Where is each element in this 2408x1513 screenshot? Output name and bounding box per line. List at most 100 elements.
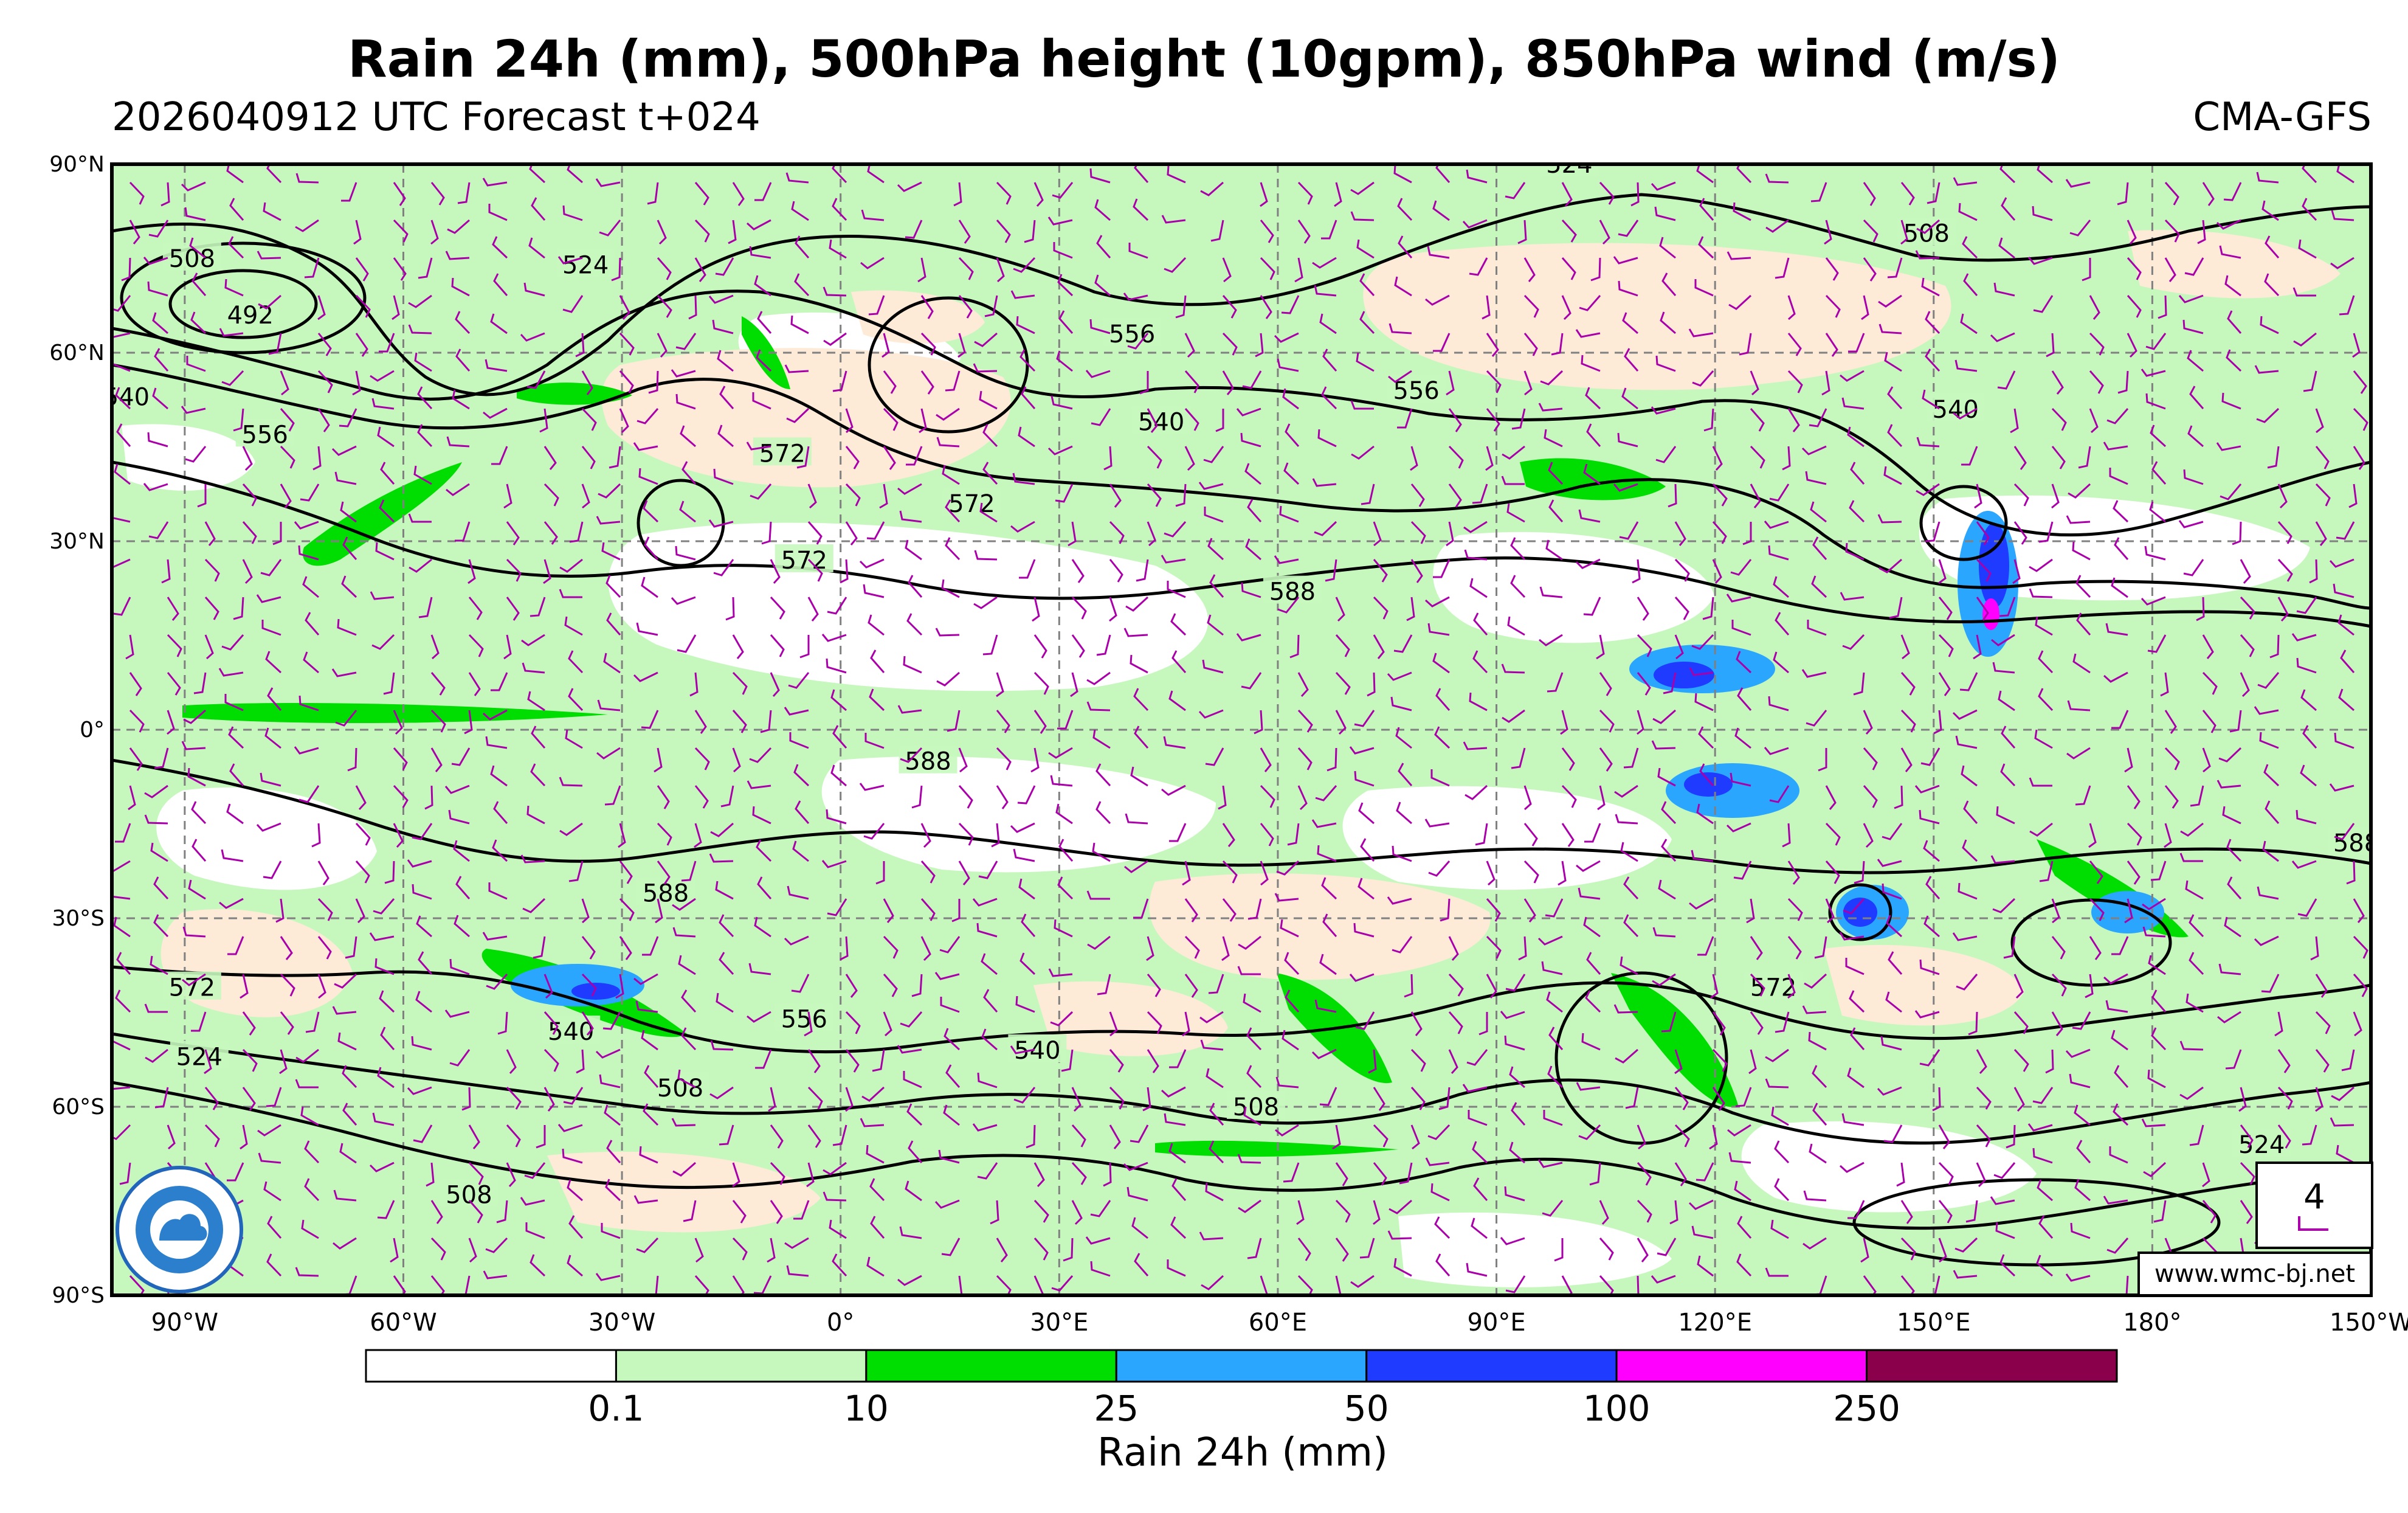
wind-barb [1505,182,1526,199]
wind-barb [280,445,295,469]
wind-barb [2051,1011,2063,1036]
wind-barb [1387,671,1412,681]
wind-barb [1241,582,1261,598]
wind-barb [900,1011,923,1028]
contour-label-bg [942,488,1001,516]
wind-barb [1585,387,1601,410]
wind-barb [827,898,847,916]
wind-barb [791,974,810,993]
wind-barb [1923,840,1940,862]
wind-barb [2127,220,2137,245]
wind-barb [1615,814,1638,825]
wind-barb [2013,1087,2025,1112]
wind-barb [1171,1178,1187,1201]
wind-barb [559,777,583,787]
wind-barb [1109,521,1125,544]
wind-barb [644,1065,659,1088]
wind-barb [1319,954,1337,975]
wind-barb [468,1200,483,1224]
wind-barb [603,653,621,674]
wind-barb [522,898,546,913]
wind-barb [1260,220,1274,243]
wind-barb [1697,936,1714,956]
wind-barb [768,1087,776,1112]
wind-barb [1658,879,1676,900]
wind-barb [2353,446,2365,470]
wind-barb [654,747,663,773]
wind-barb [883,407,899,431]
wind-barb [2145,393,2166,410]
wind-barb [1860,1238,1869,1263]
wind-barb [197,484,207,508]
wind-barb [1070,672,1078,698]
wind-barb [2315,1011,2331,1034]
wind-barb [1468,1110,1488,1126]
wind-barb [1900,220,1908,245]
wind-barb [1545,898,1564,918]
wind-barb [1200,181,1224,196]
wind-barb [342,1103,357,1126]
wind-barb [1170,1216,1187,1239]
wind-barb [657,860,671,885]
wind-barb [2127,822,2142,846]
wind-barb [2164,785,2179,809]
wind-barb [1538,403,1563,412]
wind-barb [1168,1143,1186,1164]
wind-barb [242,1087,256,1111]
wind-barb [1021,386,1036,409]
wind-barb [709,1086,734,1099]
wind-barb [2257,672,2280,689]
wind-barb [1736,1253,1752,1277]
wind-barb [2001,725,2016,749]
wind-barb [754,916,771,938]
wind-barb [112,1086,131,1090]
wind-barb [633,973,658,985]
wind-barb [1968,1011,1978,1036]
wind-barb [144,784,168,798]
wind-barb [1134,164,1149,183]
wind-barb [732,710,747,733]
wind-barb [633,442,658,451]
wind-barb [1954,1237,1978,1253]
wind-barb [1358,802,1375,825]
wind-barb [189,237,206,259]
wind-barb [204,1124,220,1148]
wind-barb [1712,521,1727,544]
wind-barb [145,1048,168,1063]
wind-barb [911,974,923,997]
wind-barb [958,822,974,846]
wind-barb [2065,1048,2091,1058]
wind-barb [1544,429,1563,448]
wind-barb [300,1106,319,1126]
wind-barb [204,558,220,582]
wind-barb [806,1162,815,1188]
wind-barb [342,1065,357,1089]
wind-barb [2254,365,2279,374]
wind-barb [748,963,771,975]
wind-barb [317,860,329,885]
wind-barb [866,1144,885,1164]
wind-barb [1287,823,1300,846]
wind-barb [1425,294,1450,306]
wind-barb [900,747,923,763]
wind-barb [1710,974,1719,999]
wind-barb [1297,672,1309,698]
wind-barb [1621,387,1638,410]
wind-barb [2127,860,2141,885]
wind-barb [1959,672,1978,691]
wind-barb [1205,747,1224,766]
contour-label-bg [774,544,833,572]
contour-label: 524 [2238,1131,2285,1159]
wind-barb [821,634,847,642]
wind-barb [821,860,847,868]
wind-barb [1133,198,1149,221]
wind-barb [1805,471,1827,485]
wind-barb [1877,1086,1902,1096]
wind-barb [1996,806,2015,825]
wind-barb [897,1275,922,1286]
wind-barb [1021,913,1036,937]
wind-barb [2256,407,2280,423]
wind-barb [1373,1200,1381,1225]
wind-barb [1274,555,1299,564]
wind-barb [1019,952,1036,975]
